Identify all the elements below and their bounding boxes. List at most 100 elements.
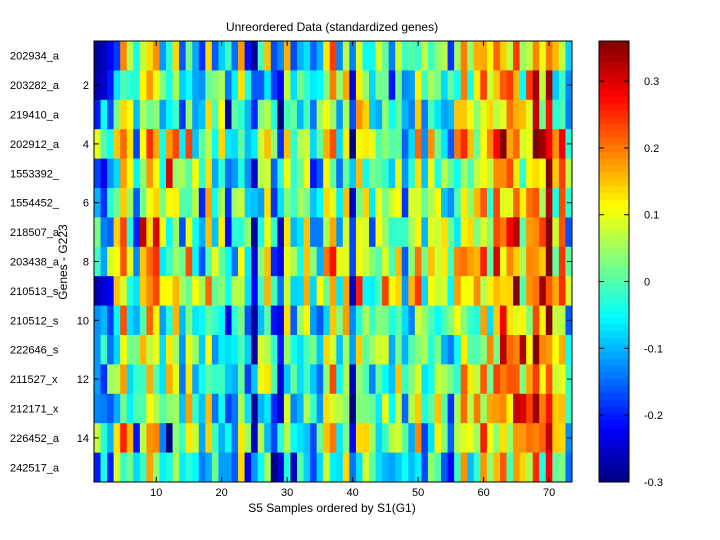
- heatmap-cell: [493, 41, 501, 71]
- heatmap-cell: [152, 364, 160, 395]
- heatmap-cell: [545, 452, 553, 483]
- heatmap-cell: [244, 217, 252, 248]
- heatmap-cell: [323, 423, 331, 453]
- heatmap-cell: [224, 188, 232, 218]
- heatmap-cell: [467, 452, 475, 483]
- heatmap-cell: [277, 129, 285, 159]
- heatmap-cell: [565, 452, 573, 483]
- heatmap-cell: [519, 41, 527, 71]
- heatmap-cell: [349, 158, 357, 189]
- heatmap-cell: [414, 423, 422, 453]
- heatmap-cell: [506, 305, 514, 336]
- heatmap-cell: [401, 217, 409, 248]
- heatmap-cell: [388, 393, 396, 424]
- heatmap-cell: [539, 246, 547, 277]
- colorbar-segment: [599, 282, 629, 290]
- heatmap-cell: [329, 276, 337, 306]
- heatmap-cell: [270, 158, 278, 189]
- heatmap-cell: [192, 129, 200, 159]
- heatmap-cell: [401, 276, 409, 306]
- heatmap-cell: [473, 393, 481, 424]
- heatmap-cell: [264, 305, 272, 336]
- heatmap-cell: [342, 452, 350, 483]
- heatmap-cell: [192, 217, 200, 248]
- heatmap-cell: [316, 335, 324, 365]
- heatmap-cell: [355, 364, 363, 395]
- heatmap-cell: [296, 129, 304, 159]
- heatmap-cell: [532, 41, 540, 71]
- colorbar-segment: [599, 433, 629, 442]
- heatmap-cell: [251, 129, 259, 159]
- heatmap-cell: [526, 41, 534, 71]
- chart-title: Unreordered Data (standardized genes): [226, 20, 438, 34]
- colorbar-segment: [599, 302, 629, 311]
- heatmap-cell: [146, 217, 154, 248]
- heatmap-cell: [388, 41, 396, 71]
- heatmap-cell: [238, 364, 245, 395]
- heatmap-cell: [303, 276, 311, 306]
- heatmap-cell: [342, 246, 350, 277]
- row-labels: 202934_a 203282_a 219410_a 202912_a 1553392_…: [10, 51, 60, 475]
- heatmap-cell: [107, 305, 115, 336]
- colorbar-segment: [599, 206, 629, 214]
- heatmap-cell: [139, 423, 147, 453]
- heatmap-cell: [382, 99, 390, 130]
- heatmap-cell: [152, 276, 160, 306]
- heatmap-cell: [283, 129, 291, 159]
- heatmap-cell: [166, 99, 173, 130]
- heatmap-cell: [513, 276, 521, 306]
- heatmap-cell: [467, 364, 475, 395]
- heatmap-cell: [244, 364, 252, 395]
- x-tick-label: 70: [543, 487, 555, 499]
- heatmap-cell: [388, 99, 396, 130]
- heatmap-cell: [185, 423, 193, 453]
- heatmap-cell: [434, 335, 442, 365]
- heatmap-cell: [120, 393, 128, 424]
- heatmap-cell: [395, 335, 403, 365]
- heatmap-cell: [382, 70, 390, 101]
- heatmap-cell: [146, 158, 154, 189]
- heatmap-cell: [369, 188, 376, 218]
- heatmap-cell: [382, 188, 390, 218]
- heatmap-cell: [441, 393, 448, 424]
- colorbar-segment: [599, 454, 629, 462]
- heatmap-cell: [506, 246, 514, 277]
- heatmap-cell: [126, 276, 134, 306]
- heatmap-cell: [133, 41, 141, 71]
- x-tick-label: 40: [347, 487, 359, 499]
- heatmap-cell: [493, 129, 501, 159]
- heatmap-cell: [329, 99, 337, 130]
- heatmap-cell: [296, 99, 304, 130]
- heatmap-cell: [454, 99, 462, 130]
- heatmap-cell: [126, 70, 134, 101]
- heatmap-cell: [166, 246, 173, 277]
- heatmap-cell: [218, 70, 226, 101]
- heatmap-cell: [100, 158, 108, 189]
- heatmap-cell: [270, 99, 278, 130]
- heatmap-cell: [526, 99, 534, 130]
- heatmap-cell: [532, 335, 540, 365]
- heatmap-cell: [159, 70, 167, 101]
- heatmap-cell: [264, 335, 272, 365]
- heatmap-cell: [107, 41, 115, 71]
- heatmap-cell: [362, 129, 370, 159]
- heatmap-cell: [244, 423, 252, 453]
- heatmap-cell: [565, 99, 573, 130]
- heatmap-cell: [486, 246, 494, 277]
- heatmap-cell: [499, 217, 507, 248]
- heatmap-cell: [139, 335, 147, 365]
- x-tick-label: 60: [477, 487, 489, 499]
- heatmap-cell: [401, 246, 409, 277]
- colorbar-segment: [599, 275, 629, 283]
- heatmap-cell: [513, 335, 521, 365]
- heatmap-cell: [408, 276, 416, 306]
- heatmap-cell: [434, 41, 442, 71]
- heatmap-cell: [257, 158, 265, 189]
- heatmap-cell: [467, 246, 475, 277]
- heatmap-cell: [290, 70, 298, 101]
- heatmap-cell: [336, 335, 344, 365]
- heatmap-cell: [166, 129, 173, 159]
- heatmap-cell: [532, 246, 540, 277]
- heatmap-cell: [480, 99, 488, 130]
- row-label: 203438_a: [10, 257, 60, 269]
